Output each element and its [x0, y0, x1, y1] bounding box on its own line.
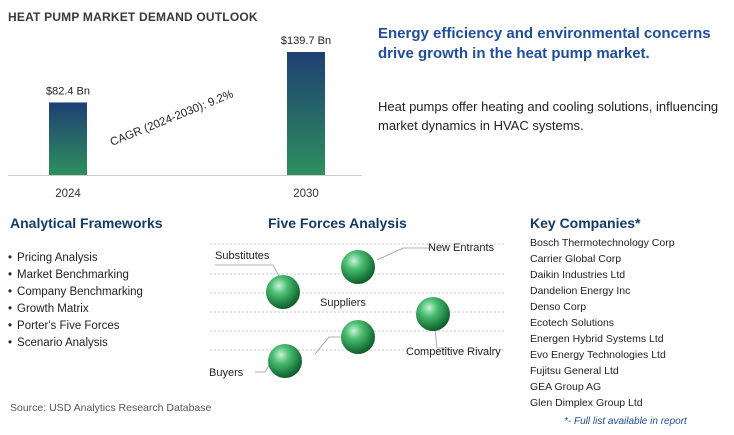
- key-companies-heading: Key Companies*: [530, 215, 641, 231]
- new-entrants-sphere: [341, 250, 375, 284]
- list-item: Carrier Global Corp: [530, 253, 622, 265]
- substitutes-sphere: [266, 275, 300, 309]
- list-item: Pricing Analysis: [8, 250, 143, 267]
- analytical-frameworks-list: Pricing Analysis Market Benchmarking Com…: [8, 250, 143, 352]
- list-item: GEA Group AG: [530, 381, 602, 393]
- page-title: HEAT PUMP MARKET DEMAND OUTLOOK: [8, 10, 258, 24]
- data-label: $82.4 Bn: [46, 85, 90, 97]
- suppliers-label: Suppliers: [320, 297, 366, 309]
- competitive-rivalry-sphere: [416, 297, 450, 331]
- key-companies-list: Bosch Thermotechnology Corp Carrier Glob…: [530, 235, 675, 411]
- list-item: Fujitsu General Ltd: [530, 365, 619, 377]
- list-item: Company Benchmarking: [8, 284, 143, 301]
- analytical-frameworks-heading: Analytical Frameworks: [10, 215, 163, 231]
- market-bar-chart: $82.4 Bn 2024 $139.7 Bn 2030 CAGR (2024-2030…: [8, 35, 362, 200]
- data-label: $139.7 Bn: [281, 35, 331, 47]
- suppliers-sphere: [341, 320, 375, 354]
- list-item: Market Benchmarking: [8, 267, 143, 284]
- list-item: Scenario Analysis: [8, 335, 143, 352]
- cagr-annotation: CAGR (2024-2030): 9.2%: [109, 88, 236, 148]
- list-item: Growth Matrix: [8, 301, 143, 318]
- source-note: Source: USD Analytics Research Database: [10, 402, 212, 414]
- list-item: Bosch Thermotechnology Corp: [530, 237, 675, 249]
- five-forces-heading: Five Forces Analysis: [268, 215, 407, 231]
- bar-2024: [49, 102, 87, 175]
- x-tick-label: 2024: [55, 188, 81, 200]
- list-item: Porter's Five Forces: [8, 318, 143, 335]
- list-item: Evo Energy Technologies Ltd: [530, 349, 666, 361]
- list-item: Dandelion Energy Inc: [530, 285, 631, 297]
- new-entrants-label: New Entrants: [428, 242, 495, 254]
- list-item: Daikin Industries Ltd: [530, 269, 626, 281]
- list-item: Glen Dimplex Group Ltd: [530, 397, 643, 409]
- list-item: Ecotech Solutions: [530, 317, 615, 329]
- x-tick-label: 2030: [293, 188, 319, 200]
- headline: Energy efficiency and environmental conc…: [378, 25, 711, 62]
- full-list-note: *- Full list available in report: [564, 416, 687, 427]
- five-forces-diagram: [210, 243, 505, 378]
- list-item: Energen Hybrid Systems Ltd: [530, 333, 664, 345]
- bar-2030: [287, 52, 325, 175]
- buyers-label: Buyers: [209, 367, 244, 379]
- description: Heat pumps offer heating and cooling sol…: [378, 99, 719, 133]
- competitive-rivalry-label: Competitive Rivalry: [406, 346, 501, 358]
- buyers-sphere: [268, 344, 302, 378]
- diagram-dotted-lines: [210, 243, 505, 351]
- substitutes-label: Substitutes: [215, 250, 270, 262]
- list-item: Denso Corp: [530, 301, 587, 313]
